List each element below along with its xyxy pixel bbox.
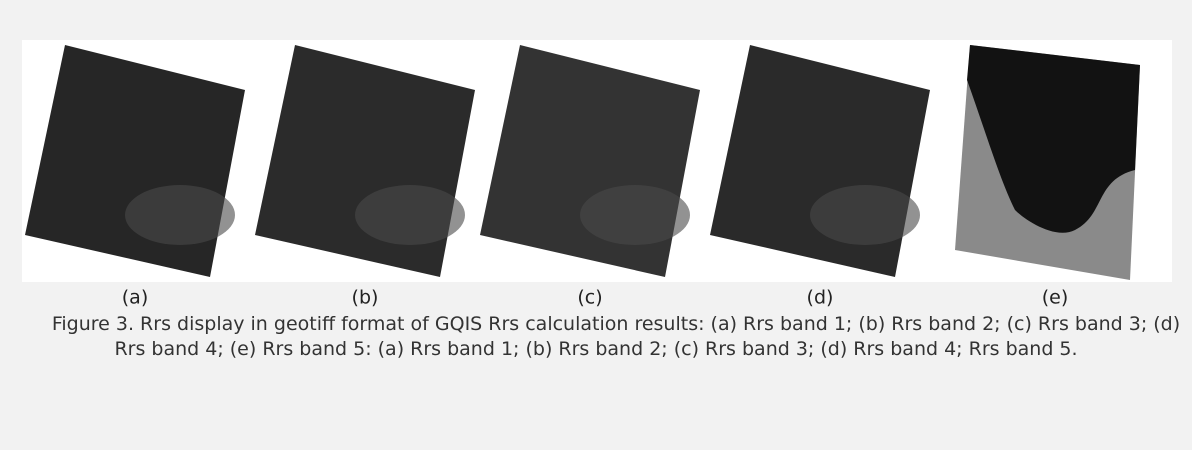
panel-label: (a) bbox=[122, 287, 148, 309]
figure: (a) (b) (c) (d) (e) bbox=[22, 40, 1172, 312]
land-texture bbox=[810, 185, 920, 245]
panel-label: (b) bbox=[352, 287, 379, 309]
panel-label: (c) bbox=[577, 287, 602, 309]
panel-label: (d) bbox=[807, 287, 834, 309]
land-texture bbox=[125, 185, 235, 245]
land-texture bbox=[355, 185, 465, 245]
land-texture bbox=[580, 185, 690, 245]
figure-caption: Figure 3. Rrs display in geotiff format … bbox=[8, 312, 1184, 362]
page: (a) (b) (c) (d) (e) Figure 3. Rrs display in… bbox=[0, 0, 1192, 450]
panel-label: (e) bbox=[1042, 287, 1069, 309]
